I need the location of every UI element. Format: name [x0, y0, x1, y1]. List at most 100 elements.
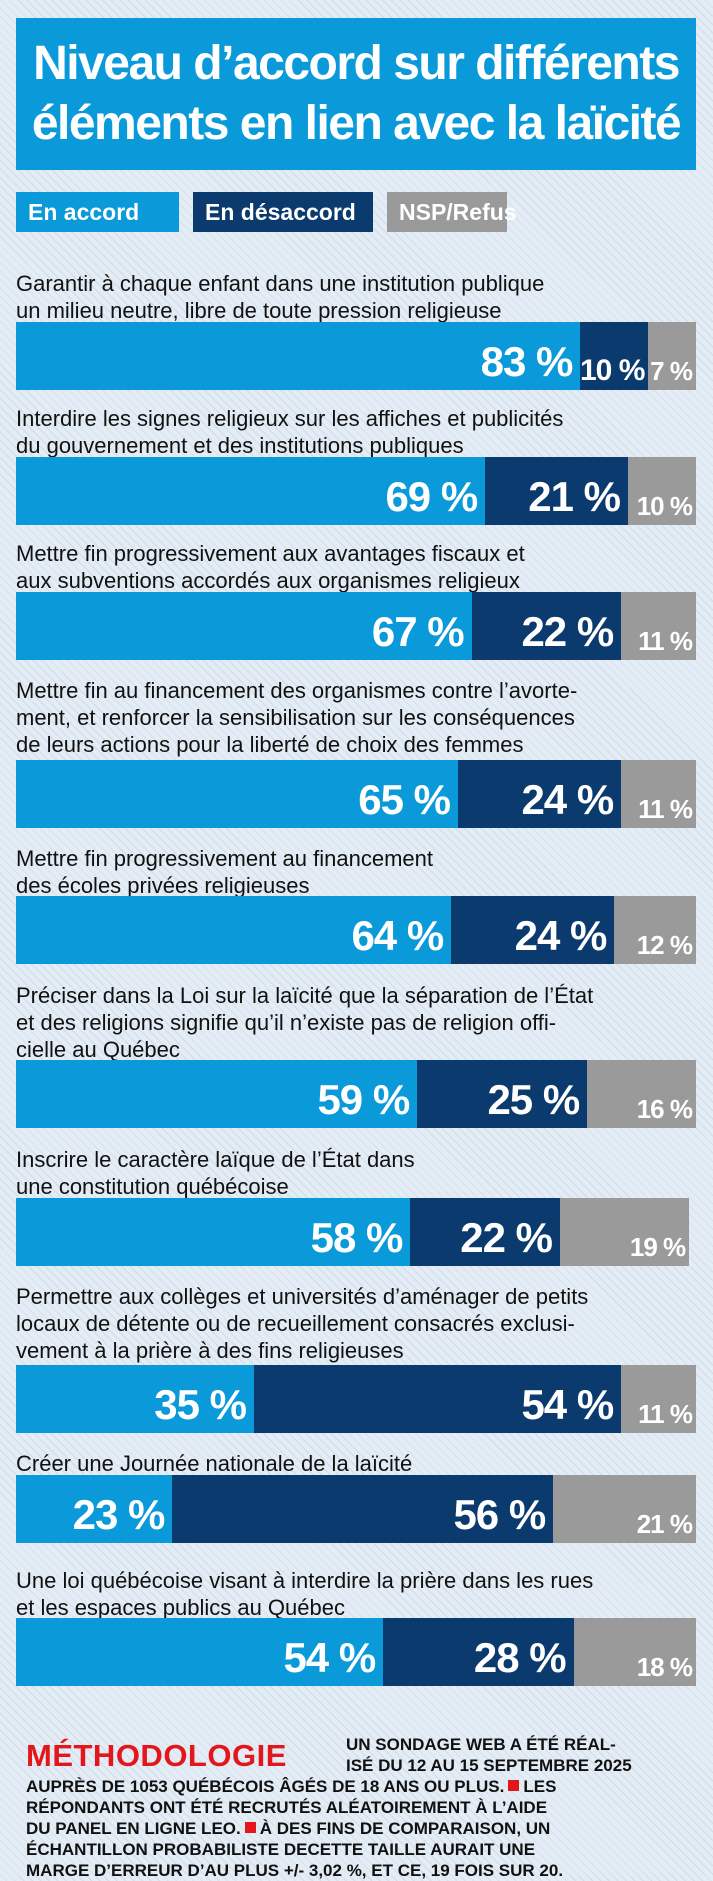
- bar-segment-disagree: 56 %: [172, 1475, 554, 1543]
- question-label-line: ment, et renforcer la sensibilisation su…: [16, 705, 575, 730]
- question-label-line: Garantir à chaque enfant dans une instit…: [16, 271, 545, 296]
- methodology-body: AUPRÈS DE 1053 QUÉBÉCOIS ÂGÉS DE 18 ANS …: [26, 1776, 696, 1881]
- question-label: Inscrire le caractère laïque de l’État d…: [16, 1146, 696, 1200]
- question-label: Permettre aux collèges et universités d’…: [16, 1283, 696, 1364]
- data-label: 54 %: [283, 1634, 376, 1681]
- bar-segment-agree: 65 %: [16, 760, 458, 828]
- bar-segment-nsp: 18 %: [573, 1618, 696, 1686]
- bullet-square-icon: [508, 1780, 520, 1791]
- bar-segment-nsp: 11 %: [621, 592, 696, 660]
- question-label: Mettre fin progressivement au financemen…: [16, 845, 696, 899]
- stacked-bar: 58 % 22 % 19 %: [16, 1198, 696, 1266]
- data-label: 11 %: [638, 794, 693, 824]
- bar-segment-nsp: 21 %: [553, 1475, 696, 1543]
- bar-segment-disagree: 54 %: [254, 1365, 622, 1433]
- data-label: 22 %: [521, 608, 614, 655]
- data-label: 65 %: [358, 776, 451, 823]
- bar-segment-agree: 59 %: [16, 1060, 418, 1128]
- bullet-square-icon: [244, 1822, 256, 1833]
- data-label: 83 %: [480, 338, 574, 385]
- legend: En accord En désaccord NSP/Refus: [16, 192, 517, 232]
- stacked-bar: 64 % 24 % 12 %: [16, 896, 696, 964]
- bar-segment-agree: 83 %: [16, 322, 581, 390]
- bar-segment-disagree: 22 %: [410, 1198, 560, 1266]
- question-label-line: aux subventions accordés aux organismes …: [16, 568, 520, 593]
- question-label-line: cielle au Québec: [16, 1037, 180, 1062]
- question-label-line: de leurs actions pour la liberté de choi…: [16, 732, 524, 757]
- data-label: 11 %: [638, 626, 693, 656]
- question-label-line: locaux de détente ou de recueillement co…: [16, 1311, 575, 1336]
- methodology-line: DU PANEL EN LIGNE LEO. À DES FINS DE COMP…: [26, 1818, 696, 1839]
- data-label: 19 %: [629, 1232, 686, 1262]
- data-label: 56 %: [453, 1491, 546, 1538]
- data-label: 28 %: [473, 1634, 567, 1681]
- data-label: 25 %: [487, 1076, 580, 1123]
- bar-segment-nsp: 10 %: [627, 457, 696, 525]
- bar-segment-nsp: 11 %: [621, 760, 696, 828]
- data-label: 16 %: [636, 1094, 693, 1124]
- bar-segment-agree: 67 %: [16, 592, 472, 660]
- methodology-text: RÉPONDANTS ONT ÉTÉ RECRUTÉS ALÉATOIREMEN…: [26, 1798, 548, 1817]
- bar-segment-disagree: 28 %: [383, 1618, 574, 1686]
- data-label: 22 %: [460, 1214, 553, 1261]
- data-label: 35 %: [154, 1381, 247, 1428]
- stacked-bar: 23 % 56 % 21 %: [16, 1475, 696, 1543]
- question-label: Préciser dans la Loi sur la laïcité que …: [16, 982, 696, 1063]
- data-label: 24 %: [521, 776, 614, 823]
- methodology-title: MÉTHODOLOGIE: [26, 1738, 287, 1773]
- bar-segment-agree: 69 %: [16, 457, 486, 525]
- question-label: Créer une Journée nationale de la laïcit…: [16, 1450, 696, 1477]
- data-label: 11 %: [638, 1399, 693, 1429]
- stacked-bar: 83 % 10 % 7 %: [16, 322, 696, 390]
- methodology-intro: UN SONDAGE WEB A ÉTÉ RÉAL- ISÉ DU 12 AU …: [346, 1734, 706, 1776]
- question-label-line: vement à la prière à des fins religieuse…: [16, 1338, 404, 1363]
- methodology-text: AUPRÈS DE 1053 QUÉBÉCOIS ÂGÉS DE 18 ANS …: [26, 1777, 505, 1796]
- stacked-bar: 65 % 24 % 11 %: [16, 760, 696, 828]
- stacked-bar: 69 % 21 % 10 %: [16, 457, 696, 525]
- title-line-1: Niveau d’accord sur différents: [33, 37, 680, 90]
- data-label: 67 %: [371, 608, 465, 655]
- methodology-text: ÉCHANTILLON PROBABILISTE DECETTE TAILLE …: [26, 1840, 536, 1859]
- methodology: MÉTHODOLOGIE UN SONDAGE WEB A ÉTÉ RÉAL- …: [16, 1728, 696, 1880]
- bar-segment-nsp: 12 %: [614, 896, 696, 964]
- bar-segment-agree: 54 %: [16, 1618, 384, 1686]
- data-label: 21 %: [528, 473, 621, 520]
- question-label-line: Inscrire le caractère laïque de l’État d…: [16, 1147, 415, 1172]
- methodology-intro-line: UN SONDAGE WEB A ÉTÉ RÉAL-: [346, 1735, 616, 1754]
- data-label: 21 %: [636, 1509, 693, 1539]
- question-label-line: Mettre fin progressivement aux avantages…: [16, 541, 525, 566]
- title-line-2: éléments en lien avec la laïcité: [31, 97, 682, 150]
- question-label: Une loi québécoise visant à interdire la…: [16, 1567, 696, 1621]
- chart-title: Niveau d’accord sur différents éléments …: [16, 18, 696, 170]
- question-label-line: Permettre aux collèges et universités d’…: [16, 1284, 589, 1309]
- question-label-line: Une loi québécoise visant à interdire la…: [16, 1568, 594, 1593]
- question-label: Mettre fin au financement des organismes…: [16, 677, 696, 758]
- question-label-line: une constitution québécoise: [16, 1174, 289, 1199]
- question-label-line: Mettre fin au financement des organismes…: [16, 678, 578, 703]
- data-label: 12 %: [636, 930, 693, 960]
- question-label-line: Mettre fin progressivement au financemen…: [16, 846, 433, 871]
- bar-segment-nsp: 7 %: [648, 322, 696, 390]
- question-label: Interdire les signes religieux sur les a…: [16, 405, 696, 459]
- stacked-bar: 35 % 54 % 11 %: [16, 1365, 696, 1433]
- data-label: 64 %: [351, 912, 444, 959]
- methodology-text: À DES FINS DE COMPARAISON, UN: [259, 1819, 551, 1838]
- methodology-text: LES: [523, 1777, 557, 1796]
- bar-segment-disagree: 22 %: [471, 592, 622, 660]
- data-label: 10 %: [580, 354, 645, 387]
- methodology-intro-line: ISÉ DU 12 AU 15 SEPTEMBRE 2025: [346, 1756, 632, 1775]
- data-label: 18 %: [636, 1652, 693, 1682]
- bar-segment-disagree: 25 %: [417, 1060, 588, 1128]
- bar-segment-disagree: 24 %: [458, 760, 622, 828]
- question-label: Garantir à chaque enfant dans une instit…: [16, 270, 696, 324]
- question-label-line: un milieu neutre, libre de toute pressio…: [16, 298, 502, 323]
- data-label: 59 %: [317, 1076, 410, 1123]
- stacked-bar: 67 % 22 % 11 %: [16, 592, 696, 660]
- question-label-line: Préciser dans la Loi sur la laïcité que …: [16, 983, 594, 1008]
- question-label-line: des écoles privées religieuses: [16, 873, 310, 898]
- data-label: 24 %: [514, 912, 608, 959]
- question-label-line: et des religions signifie qu’il n’existe…: [16, 1010, 557, 1035]
- question-label-line: et les espaces publics au Québec: [16, 1595, 345, 1620]
- bar-segment-disagree: 24 %: [451, 896, 615, 964]
